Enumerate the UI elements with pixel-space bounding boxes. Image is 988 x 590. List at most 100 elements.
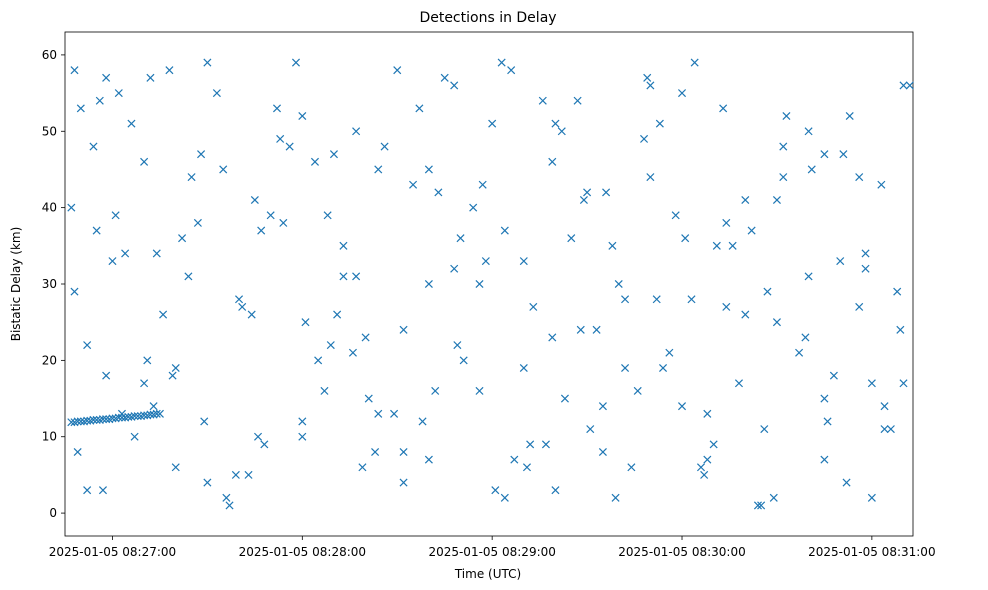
scatter-point [687,295,696,304]
scatter-point [845,111,854,121]
y-tick-label: 30 [42,277,57,291]
scatter-point [643,73,652,82]
scatter-point [111,211,120,220]
scatter-point [114,89,123,98]
scatter-point [867,493,876,502]
scatter-point [481,257,490,266]
scatter-point [804,127,813,136]
y-tick-label: 0 [49,506,57,520]
scatter-point [529,302,538,311]
scatter-point [488,119,497,128]
scatter-point [380,142,389,151]
scatter-point [76,104,85,113]
scatter-point [146,73,155,82]
scatter-point [769,493,778,502]
x-axis-label: Time (UTC) [454,567,521,581]
scatter-point [329,150,338,159]
scatter-point [823,417,832,426]
scatter-point [772,195,781,205]
scatter-point [567,234,576,243]
scatter-point [646,81,655,90]
scatter-point [522,463,531,472]
scatter-point [519,363,528,373]
scatter-point [899,81,908,90]
scatter-point [178,234,187,243]
scatter-point [583,188,592,197]
scatter-point [212,89,221,98]
scatter-point [168,371,177,380]
scatter-point [285,142,294,151]
scatter-point [779,142,788,151]
scatter-point [260,440,269,449]
scatter-point [339,272,348,281]
scatter-point [320,386,329,395]
x-axis: 2025-01-05 08:27:00 2025-01-05 08:28:00 20… [49,536,936,559]
scatter-point [551,486,560,495]
scatter-point [807,165,816,174]
scatter-point [272,104,282,113]
scatter-point [409,180,418,189]
scatter-point [92,226,101,235]
scatter-point [314,356,323,365]
scatter-point [83,486,92,495]
scatter-point [659,363,668,373]
scatter-point [475,386,484,395]
scatter-point [586,425,595,434]
scatter-point [456,234,465,243]
scatter-point [640,134,649,143]
scatter-point [235,295,244,304]
scatter-point [820,150,829,159]
scatter-point [127,119,136,128]
chart-title: Detections in Delay [419,10,556,26]
scatter-point [703,455,712,464]
y-tick-label: 10 [42,430,57,444]
scatter-point [140,379,149,388]
scatter-point [696,463,706,472]
scatter-point [551,119,560,128]
scatter-point [469,203,478,212]
scatter-point [677,89,687,98]
scatter-point [836,257,845,266]
scatter-point [538,96,547,105]
data-points [67,58,914,510]
scatter-point [548,333,557,342]
scatter-point [393,66,402,75]
scatter-point [893,287,902,296]
scatter-point [611,493,620,502]
scatter-point [279,218,288,227]
track-point [89,415,98,424]
scatter-point [681,234,690,243]
scatter-point [371,447,380,457]
scatter-point [652,295,661,304]
scatter-point [352,272,361,281]
scatter-point [250,195,259,205]
scatter-point [333,310,342,319]
track-point [114,413,123,422]
scatter-point [102,73,111,82]
scatter-point [301,318,310,327]
scatter-point [795,348,804,357]
scatter-point [621,295,630,304]
scatter-point [614,279,623,289]
scatter-point [298,111,307,121]
scatter-point [741,310,750,319]
scatter-point [339,241,348,250]
scatter-point [576,325,585,334]
x-tick-label: 2025-01-05 08:29:00 [428,545,555,559]
scatter-point [855,173,864,182]
scatter-point [374,165,383,174]
scatter-point [361,333,370,342]
scatter-point [219,165,228,174]
scatter-point [364,394,373,403]
scatter-point [839,150,848,159]
scatter-point [197,150,206,159]
scatter-point [140,157,149,166]
y-axis-label: Bistatic Delay (km) [9,227,23,342]
scatter-point [782,111,791,121]
scatter-point [801,333,810,342]
scatter-point [440,73,449,82]
scatter-point [820,394,829,403]
track-point [152,409,161,418]
scatter-point [390,409,399,418]
